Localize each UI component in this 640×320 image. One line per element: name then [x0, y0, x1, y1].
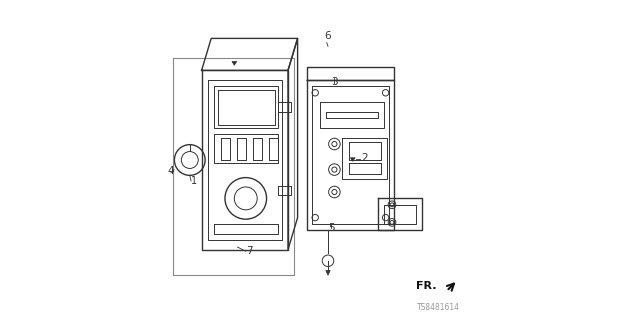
Polygon shape [351, 158, 355, 161]
Polygon shape [232, 61, 237, 65]
Text: 6: 6 [324, 31, 330, 41]
Text: TS8481614: TS8481614 [417, 303, 460, 312]
Polygon shape [326, 270, 330, 275]
Text: 2: 2 [362, 153, 368, 163]
Text: 1: 1 [191, 176, 197, 186]
Text: 3: 3 [332, 77, 338, 87]
Text: FR.: FR. [416, 281, 437, 292]
Text: 4: 4 [167, 166, 173, 176]
Text: 7: 7 [246, 246, 253, 256]
Text: 5: 5 [329, 223, 335, 233]
